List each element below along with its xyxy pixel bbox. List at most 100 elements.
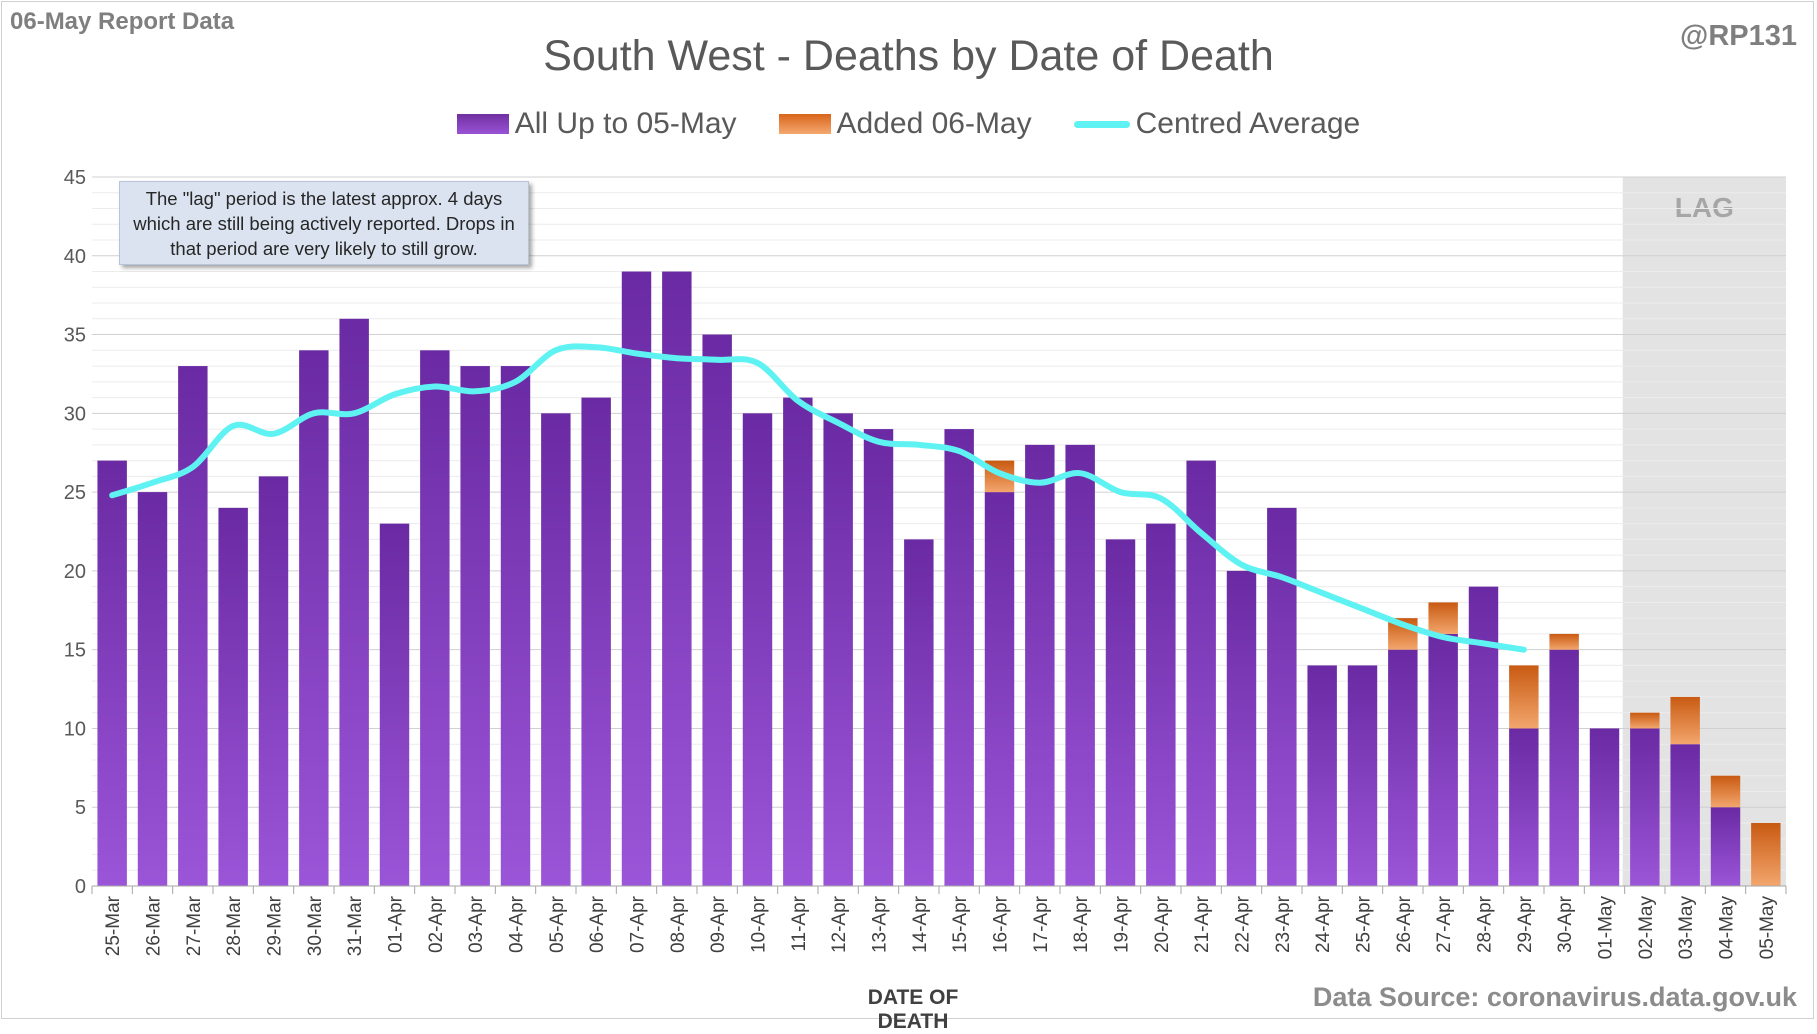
x-tick-label: 26-Mar — [144, 895, 165, 956]
y-tick-label: 5 — [75, 797, 86, 819]
bar-base — [823, 413, 853, 886]
average-line — [109, 343, 1527, 653]
x-axis-title: DATE OF DEATH — [867, 986, 959, 1033]
y-tick-label: 0 — [75, 876, 86, 898]
bar-base — [460, 366, 490, 887]
x-tick-label: 25-Apr — [1354, 895, 1375, 953]
lag-note-box: The "lag" period is the latest approx. 4… — [119, 181, 529, 265]
x-tick-label: 28-Apr — [1475, 895, 1496, 953]
x-tick-label: 15-Apr — [950, 895, 971, 953]
x-tick-label: 05-May — [1757, 896, 1778, 960]
y-tick-label: 30 — [64, 403, 86, 425]
bar-base — [742, 413, 773, 886]
bar-base — [1347, 665, 1378, 886]
y-tick-label: 25 — [64, 482, 86, 504]
bar-base — [500, 366, 531, 887]
x-tick-label: 06-Apr — [587, 895, 608, 953]
x-tick-label: 25-Mar — [103, 895, 124, 956]
x-tick-label: 17-Apr — [1031, 895, 1052, 953]
bar-base — [178, 366, 208, 887]
x-tick-label: 24-Apr — [1313, 895, 1334, 953]
x-tick-label: 01-Apr — [386, 895, 407, 953]
bar-base — [581, 397, 611, 886]
bar-base — [1710, 807, 1741, 886]
bar-base — [1549, 649, 1579, 886]
bar-base — [1428, 633, 1458, 886]
bar-base — [1589, 728, 1620, 886]
bar-added — [1509, 665, 1539, 729]
x-tick-label: 18-Apr — [1071, 895, 1092, 953]
bar-base — [621, 271, 652, 886]
x-tick-label: 07-Apr — [628, 895, 649, 953]
y-tick-label: 35 — [64, 325, 86, 347]
legend-swatch-average — [1073, 120, 1130, 128]
bar-base — [1388, 649, 1418, 886]
x-tick-label: 29-Apr — [1515, 895, 1536, 953]
bar-base — [1307, 665, 1337, 886]
x-tick-label: 13-Apr — [870, 895, 891, 953]
bar-base — [379, 523, 410, 886]
legend-label-added: Added 06-May — [836, 107, 1032, 140]
x-tick-label: 31-Mar — [345, 895, 366, 956]
bar-base — [1630, 728, 1660, 886]
bar-base — [1065, 444, 1095, 886]
bar-base — [702, 334, 732, 886]
bar-base — [1509, 728, 1539, 886]
x-tick-label: 23-Apr — [1273, 895, 1294, 953]
x-tick-label: 14-Apr — [910, 895, 931, 953]
x-tick-label: 16-Apr — [991, 895, 1012, 953]
bar-base — [218, 507, 248, 886]
x-tick-label: 20-Apr — [1152, 895, 1173, 953]
x-tick-label: 26-Apr — [1394, 895, 1415, 953]
x-tick-label: 01-May — [1596, 896, 1617, 960]
bar-base — [1226, 570, 1257, 886]
author-handle: @RP131 — [1680, 20, 1797, 52]
y-tick-label: 45 — [64, 167, 86, 189]
bar-base — [783, 397, 813, 886]
x-tick-label: 19-Apr — [1112, 895, 1133, 953]
chart-title: South West - Deaths by Date of Death — [543, 32, 1274, 80]
bar-base — [541, 413, 571, 886]
x-tick-label: 30-Apr — [1555, 895, 1576, 953]
x-tick-label: 04-Apr — [507, 895, 528, 953]
legend-swatch-all — [456, 114, 509, 134]
y-tick-label: 10 — [64, 718, 86, 740]
y-tick-label: 40 — [64, 246, 86, 268]
bar-base — [863, 429, 894, 886]
x-tick-label: 22-Apr — [1233, 895, 1254, 953]
bar-base — [1025, 444, 1055, 886]
bar-added — [1630, 712, 1660, 729]
bar-base — [258, 476, 289, 886]
bar-base — [339, 318, 369, 886]
bar-base — [299, 350, 329, 886]
bar-base — [1468, 586, 1499, 886]
legend-item-average: Centred Average — [1073, 107, 1361, 141]
bar-added — [1751, 822, 1781, 886]
data-source: Data Source: coronavirus.data.gov.uk — [1312, 982, 1797, 1012]
x-tick-label: 27-Mar — [184, 895, 205, 956]
bar-base — [944, 429, 974, 886]
x-tick-label: 28-Mar — [224, 895, 245, 956]
x-tick-label: 11-Apr — [789, 895, 810, 951]
bar-base — [97, 460, 127, 886]
legend-item-all: All Up to 05-May — [456, 107, 737, 141]
bar-base — [1267, 507, 1297, 886]
x-tick-label: 10-Apr — [749, 895, 770, 953]
x-tick-label: 12-Apr — [829, 895, 850, 953]
bar-added — [1428, 602, 1458, 634]
x-tick-label: 27-Apr — [1434, 895, 1455, 953]
legend-label-average: Centred Average — [1135, 107, 1361, 140]
legend-item-added: Added 06-May — [778, 107, 1032, 141]
legend-swatch-added — [778, 114, 831, 134]
bar-base — [904, 539, 934, 886]
x-tick-label: 04-May — [1717, 896, 1738, 960]
bar-added — [1549, 633, 1579, 650]
x-tick-label: 05-Apr — [547, 895, 568, 953]
bar-base — [420, 350, 450, 886]
x-tick-label: 03-Apr — [466, 895, 487, 953]
x-tick-label: 03-May — [1676, 896, 1697, 960]
bar-added — [1670, 696, 1700, 745]
x-tick-label: 29-Mar — [265, 895, 286, 956]
bar-added — [1710, 775, 1741, 808]
